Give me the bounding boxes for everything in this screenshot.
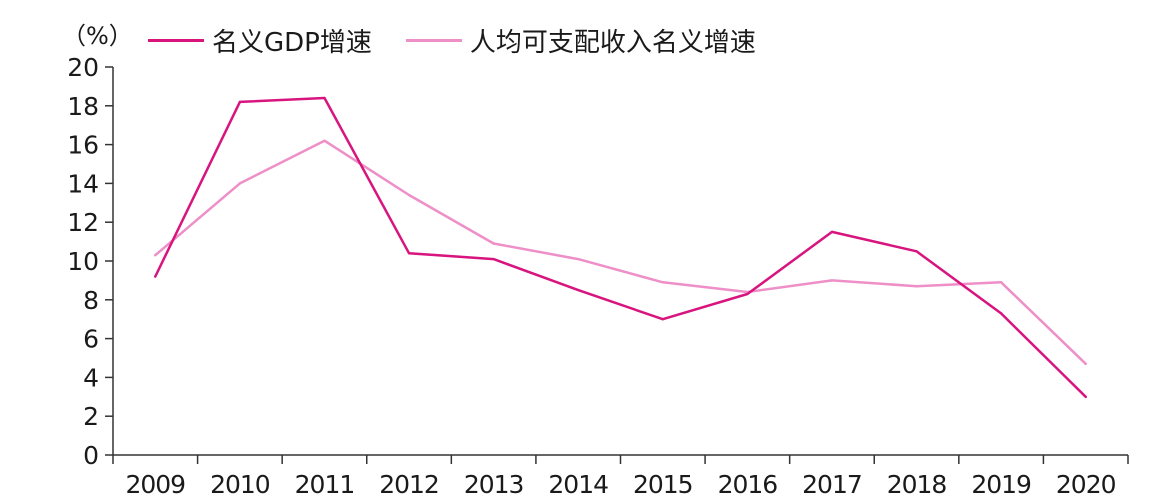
y-tick-label-16: 16 (67, 131, 99, 160)
data-point-1-2017 (830, 279, 834, 282)
data-point-1-2019 (999, 281, 1003, 284)
y-tick-label-18: 18 (67, 92, 99, 121)
y-tick-label-10: 10 (67, 247, 99, 276)
x-tick-label-2012: 2012 (379, 470, 439, 499)
legend-swatch-nominal-gdp (148, 39, 204, 42)
x-tick-label-2020: 2020 (1056, 470, 1116, 499)
x-tick-label-2017: 2017 (802, 470, 862, 499)
data-point-0-2015 (661, 318, 664, 321)
data-point-0-2019 (999, 312, 1003, 315)
y-tick-label-14: 14 (67, 169, 99, 198)
data-point-0-2016 (746, 292, 749, 296)
legend-swatch-income-growth (405, 39, 462, 42)
legend-label-nominal-gdp: 名义GDP增速 (212, 28, 372, 58)
data-point-1-2018 (915, 285, 918, 288)
legend: 名义GDP增速 人均可支配收入名义增速 (148, 22, 790, 59)
x-tick-label-2013: 2013 (464, 470, 524, 499)
x-tick-label-2014: 2014 (548, 470, 608, 499)
y-tick-label-8: 8 (83, 286, 99, 315)
data-point-0-2010 (238, 100, 242, 104)
data-point-0-2011 (323, 96, 326, 100)
x-tick-label-2009: 2009 (125, 470, 185, 499)
y-tick-label-20: 20 (67, 53, 99, 82)
data-point-1-2020 (1084, 362, 1087, 366)
x-tick-label-2016: 2016 (718, 470, 778, 499)
data-point-1-2010 (238, 182, 242, 185)
legend-item-nominal-gdp: 名义GDP增速 (148, 22, 372, 59)
data-point-0-2012 (407, 252, 411, 255)
y-tick-label-2: 2 (83, 402, 99, 431)
data-point-1-2015 (661, 281, 664, 284)
y-tick-label-4: 4 (83, 363, 99, 392)
data-point-0-2013 (492, 257, 495, 261)
x-tick-label-2019: 2019 (971, 470, 1031, 499)
x-tick-label-2015: 2015 (633, 470, 693, 499)
y-axis-unit-label: （%） (62, 22, 133, 50)
data-point-1-2013 (492, 242, 495, 245)
x-tick-label-2011: 2011 (295, 470, 355, 499)
x-tick-label-2018: 2018 (887, 470, 947, 499)
data-point-0-2017 (830, 230, 834, 234)
data-point-0-2009 (154, 275, 157, 278)
y-tick-label-12: 12 (67, 208, 99, 237)
series-line-1 (154, 139, 1087, 366)
series-line-0 (154, 96, 1087, 399)
x-tick-label-2010: 2010 (210, 470, 270, 499)
data-point-1-2012 (407, 193, 411, 197)
legend-label-income-growth: 人均可支配收入名义增速 (469, 28, 756, 58)
data-point-1-2009 (154, 253, 157, 257)
data-point-1-2011 (323, 139, 326, 142)
y-tick-label-6: 6 (83, 325, 99, 354)
y-tick-label-0: 0 (83, 441, 99, 470)
data-point-1-2014 (577, 257, 580, 261)
data-point-0-2014 (577, 288, 580, 292)
legend-item-income-growth: 人均可支配收入名义增速 (405, 22, 756, 59)
data-point-0-2020 (1084, 395, 1087, 398)
data-point-0-2018 (915, 250, 918, 253)
